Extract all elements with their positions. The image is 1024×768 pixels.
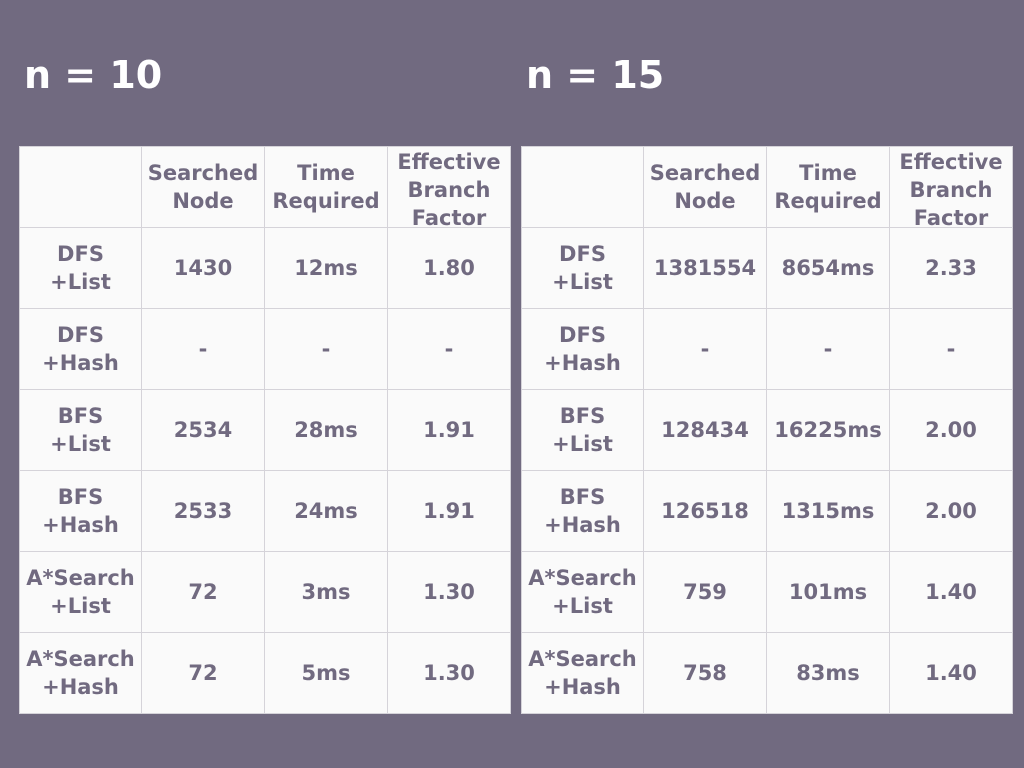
cell-branch-factor: 1.80 [387,227,511,309]
cell-time-required: 83ms [766,632,890,714]
cell-time-required: 101ms [766,551,890,633]
row-label-astar-list: A*Search +List [521,551,644,633]
cell-time-required: 3ms [264,551,388,633]
cell-time-required: 8654ms [766,227,890,309]
cell-searched-node: 759 [643,551,767,633]
heading-n10: n = 10 [24,53,163,97]
cell-time-required: - [264,308,388,390]
header-cell-searched-node: Searched Node [643,146,767,228]
cell-branch-factor: 1.40 [889,551,1013,633]
row-label-bfs-hash: BFS +Hash [19,470,142,552]
cell-branch-factor: 2.33 [889,227,1013,309]
cell-time-required: 5ms [264,632,388,714]
cell-searched-node: 2534 [141,389,265,471]
table-row: A*Search +List 759 101ms 1.40 [521,551,1013,633]
cell-searched-node: 128434 [643,389,767,471]
table-row: BFS +List 128434 16225ms 2.00 [521,389,1013,471]
cell-time-required: 24ms [264,470,388,552]
cell-searched-node: - [141,308,265,390]
cell-time-required: 12ms [264,227,388,309]
cell-branch-factor: 1.40 [889,632,1013,714]
table-header-row: Searched Node Time Required Effective Br… [521,146,1013,228]
cell-branch-factor: 2.00 [889,470,1013,552]
table-row: A*Search +Hash 758 83ms 1.40 [521,632,1013,714]
cell-searched-node: 2533 [141,470,265,552]
cell-searched-node: 1430 [141,227,265,309]
table-row: BFS +Hash 2533 24ms 1.91 [19,470,511,552]
cell-searched-node: 1381554 [643,227,767,309]
header-cell-empty [521,146,644,228]
cell-branch-factor: - [889,308,1013,390]
cell-searched-node: 72 [141,632,265,714]
table-row: DFS +List 1381554 8654ms 2.33 [521,227,1013,309]
table-row: BFS +List 2534 28ms 1.91 [19,389,511,471]
table-row: DFS +List 1430 12ms 1.80 [19,227,511,309]
row-label-astar-hash: A*Search +Hash [19,632,142,714]
cell-branch-factor: 1.30 [387,551,511,633]
cell-searched-node: 758 [643,632,767,714]
cell-branch-factor: 1.30 [387,632,511,714]
header-cell-time-required: Time Required [264,146,388,228]
header-cell-effective-branch-factor: Effective Branch Factor [889,146,1013,228]
header-cell-effective-branch-factor: Effective Branch Factor [387,146,511,228]
cell-time-required: 28ms [264,389,388,471]
cell-time-required: 16225ms [766,389,890,471]
row-label-bfs-hash: BFS +Hash [521,470,644,552]
row-label-bfs-list: BFS +List [19,389,142,471]
header-cell-searched-node: Searched Node [141,146,265,228]
table-row: A*Search +List 72 3ms 1.30 [19,551,511,633]
cell-branch-factor: 2.00 [889,389,1013,471]
row-label-bfs-list: BFS +List [521,389,644,471]
row-label-dfs-hash: DFS +Hash [521,308,644,390]
row-label-dfs-list: DFS +List [19,227,142,309]
cell-searched-node: 72 [141,551,265,633]
table-row: BFS +Hash 126518 1315ms 2.00 [521,470,1013,552]
table-row: A*Search +Hash 72 5ms 1.30 [19,632,511,714]
results-table-n10: Searched Node Time Required Effective Br… [19,146,511,714]
row-label-dfs-hash: DFS +Hash [19,308,142,390]
results-table-n15: Searched Node Time Required Effective Br… [521,146,1013,714]
table-row: DFS +Hash - - - [521,308,1013,390]
header-cell-empty [19,146,142,228]
cell-time-required: - [766,308,890,390]
row-label-astar-hash: A*Search +Hash [521,632,644,714]
cell-searched-node: 126518 [643,470,767,552]
cell-branch-factor: 1.91 [387,389,511,471]
cell-branch-factor: 1.91 [387,470,511,552]
table-header-row: Searched Node Time Required Effective Br… [19,146,511,228]
cell-searched-node: - [643,308,767,390]
row-label-dfs-list: DFS +List [521,227,644,309]
header-cell-time-required: Time Required [766,146,890,228]
cell-time-required: 1315ms [766,470,890,552]
row-label-astar-list: A*Search +List [19,551,142,633]
cell-branch-factor: - [387,308,511,390]
heading-n15: n = 15 [526,53,665,97]
table-row: DFS +Hash - - - [19,308,511,390]
